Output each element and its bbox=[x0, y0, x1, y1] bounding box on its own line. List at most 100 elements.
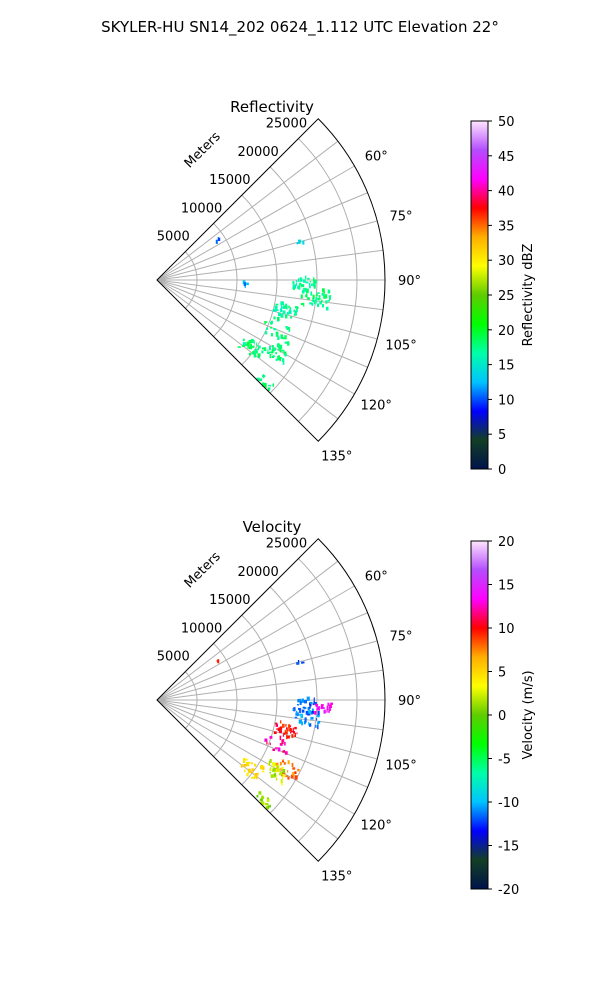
reflectivity-range-tick-label-4: 25000 bbox=[266, 117, 307, 132]
velocity-echo-gate bbox=[299, 700, 302, 705]
reflectivity-echo-gate bbox=[263, 383, 267, 388]
reflectivity-echo-gate bbox=[277, 317, 280, 322]
velocity-colorbar-tick-label-1: -15 bbox=[498, 840, 519, 855]
velocity-echo-gate bbox=[254, 763, 257, 767]
velocity-echo-gate bbox=[320, 705, 324, 709]
velocity-echo-gate bbox=[256, 795, 259, 798]
velocity-echo-cluster-9 bbox=[296, 660, 305, 665]
reflectivity-echo-gate bbox=[261, 350, 264, 354]
velocity-sector-frame bbox=[156, 538, 386, 862]
reflectivity-colorbar-tick-label-9: 45 bbox=[498, 150, 515, 165]
reflectivity-echo-gate bbox=[253, 353, 257, 358]
reflectivity-azimuth-tick-label-5: 135° bbox=[321, 450, 352, 465]
reflectivity-azimuth-tick-label-1: 75° bbox=[390, 210, 413, 225]
reflectivity-echo-gate bbox=[251, 338, 254, 343]
velocity-echo-gate bbox=[301, 698, 304, 703]
reflectivity-echo-gate bbox=[262, 347, 265, 350]
velocity-colorbar: -20 -15 -10 -5 0 5 10 15 20 Velocity (m/s) bbox=[470, 535, 536, 898]
velocity-echo-gate bbox=[279, 735, 282, 741]
velocity-echo-gate bbox=[275, 762, 279, 766]
velocity-echo-gate bbox=[313, 701, 315, 704]
velocity-azimuth-spoke-6 bbox=[156, 699, 384, 731]
reflectivity-colorbar-tick-label-2: 10 bbox=[498, 393, 515, 408]
reflectivity-echo-gate bbox=[215, 239, 218, 244]
velocity-echo-gate bbox=[277, 728, 281, 731]
velocity-echo-gate bbox=[276, 728, 278, 731]
reflectivity-echo-cluster-1 bbox=[300, 287, 332, 311]
reflectivity-echo-gate bbox=[279, 348, 282, 351]
velocity-echo-cluster-0 bbox=[292, 696, 317, 715]
reflectivity-azimuth-tick-label-3: 105° bbox=[385, 338, 416, 353]
reflectivity-echo-gate bbox=[293, 313, 297, 316]
reflectivity-echo-gate bbox=[237, 346, 241, 348]
reflectivity-colorbar-tick-label-7: 35 bbox=[498, 219, 515, 234]
velocity-echo-gate bbox=[261, 802, 265, 806]
velocity-echo-gate bbox=[275, 722, 278, 725]
reflectivity-echo-gate bbox=[267, 387, 270, 391]
velocity-echo-gate bbox=[309, 706, 311, 709]
velocity-echo-gate bbox=[269, 767, 272, 771]
reflectivity-azimuth-spoke-4 bbox=[156, 249, 384, 281]
velocity-echo-gate bbox=[297, 704, 299, 706]
reflectivity-echo-gate bbox=[270, 320, 274, 323]
reflectivity-echo-gate bbox=[277, 343, 280, 347]
reflectivity-echo-gate bbox=[279, 357, 282, 359]
reflectivity-echo-gate bbox=[315, 297, 318, 301]
reflectivity-echo-gate bbox=[311, 302, 314, 306]
reflectivity-echo-gate bbox=[273, 316, 276, 320]
velocity-range-tick-label-4: 25000 bbox=[266, 537, 307, 552]
reflectivity-echo-gate bbox=[257, 353, 261, 357]
velocity-echo-gate bbox=[261, 767, 264, 770]
velocity-echo-gate bbox=[240, 765, 243, 768]
reflectivity-echo-gate bbox=[255, 348, 258, 352]
reflectivity-echo-gate bbox=[300, 303, 304, 306]
reflectivity-echo-cluster-0 bbox=[292, 275, 318, 291]
velocity-echo-gate bbox=[304, 700, 307, 704]
reflectivity-echo-gate bbox=[328, 295, 332, 297]
reflectivity-echo-gate bbox=[270, 333, 273, 337]
reflectivity-sector-outline bbox=[156, 118, 386, 442]
velocity-echo-gate bbox=[286, 734, 288, 740]
reflectivity-echo-gate bbox=[280, 308, 283, 312]
reflectivity-echo-gate bbox=[316, 294, 318, 297]
reflectivity-panel: Reflectivity 5000 10000 15000 20000 25000 Met… bbox=[156, 98, 536, 478]
reflectivity-echo-gate bbox=[313, 284, 316, 289]
reflectivity-colorbar-gradient bbox=[471, 121, 488, 469]
velocity-colorbar-tick-label-4: 0 bbox=[498, 709, 506, 724]
velocity-echo-gate bbox=[280, 720, 282, 724]
velocity-echo-cluster-7 bbox=[240, 757, 265, 780]
reflectivity-echo-gate bbox=[285, 326, 288, 329]
velocity-echo-gate bbox=[291, 730, 294, 733]
velocity-echo-gate bbox=[316, 718, 318, 721]
reflectivity-echo-gate bbox=[257, 345, 261, 349]
velocity-echo-gate bbox=[290, 727, 292, 731]
velocity-echo-gate bbox=[281, 782, 283, 786]
reflectivity-echo-cluster-2 bbox=[272, 301, 299, 319]
reflectivity-echo-gate bbox=[264, 321, 266, 325]
velocity-echo-gate bbox=[268, 760, 271, 766]
velocity-echo-gate bbox=[308, 721, 310, 726]
reflectivity-echo-gate bbox=[266, 351, 270, 354]
reflectivity-echo-gate bbox=[242, 342, 246, 345]
velocity-echo-gate bbox=[304, 717, 307, 722]
velocity-echo-gate bbox=[301, 662, 304, 664]
reflectivity-echo-gate bbox=[280, 344, 283, 349]
reflectivity-echo-gate bbox=[280, 314, 284, 318]
reflectivity-echo-gate bbox=[292, 281, 295, 285]
reflectivity-echo-gate bbox=[277, 336, 280, 340]
reflectivity-echo-gate bbox=[262, 374, 264, 378]
reflectivity-echo-gate bbox=[272, 348, 275, 351]
velocity-range-tick-label-0: 5000 bbox=[157, 650, 190, 665]
reflectivity-echo-gate bbox=[325, 306, 329, 311]
velocity-echo-gate bbox=[282, 769, 286, 774]
velocity-echo-gate bbox=[297, 660, 300, 664]
reflectivity-echo-gate bbox=[293, 284, 297, 289]
reflectivity-echo-gate bbox=[217, 237, 221, 241]
velocity-azimuth-spoke-4 bbox=[156, 669, 384, 701]
reflectivity-echo-gate bbox=[278, 347, 282, 351]
reflectivity-echo-gate bbox=[288, 327, 291, 329]
reflectivity-echo-gate bbox=[299, 277, 303, 282]
velocity-echo-gate bbox=[283, 772, 286, 775]
reflectivity-echo-gate bbox=[273, 328, 277, 331]
reflectivity-azimuth-spoke-7 bbox=[156, 279, 378, 340]
